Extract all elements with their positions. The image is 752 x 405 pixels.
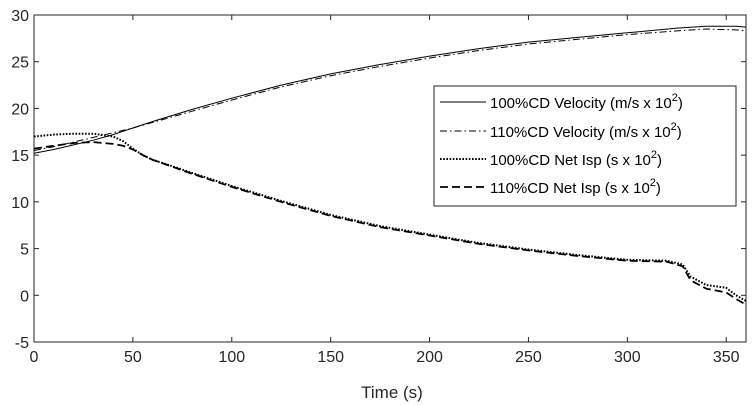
x-tick-label: 50 [124, 349, 142, 366]
series-line-110cd-net-isp [33, 141, 747, 306]
y-tick-label: 30 [11, 8, 29, 25]
legend-entry-label: 110%CD Net Isp (s x 102) [490, 177, 661, 197]
x-tick-label: 150 [317, 349, 344, 366]
x-tick-label: 350 [713, 349, 740, 366]
x-axis: 0 50 100 150 200 250 300 350 [30, 15, 740, 366]
series-line-100cd-velocity [33, 25, 747, 154]
legend-entry-label: 100%CD Velocity (m/s x 102) [490, 92, 683, 112]
legend-entry-label: 110%CD Velocity (m/s x 102) [490, 121, 682, 141]
legend-box [433, 85, 737, 207]
y-tick-label: 20 [11, 101, 29, 118]
x-axis-label: Time (s) [361, 383, 423, 402]
series-layer [33, 25, 747, 306]
x-tick-label: 250 [515, 349, 542, 366]
x-tick-label: 100 [218, 349, 245, 366]
y-tick-label: 5 [20, 242, 29, 259]
x-tick-label: 300 [614, 349, 641, 366]
y-tick-label: -5 [15, 335, 29, 352]
y-axis: -5 0 5 10 15 20 25 30 [11, 8, 746, 352]
y-tick-label: 0 [20, 288, 29, 305]
x-tick-label: 0 [30, 349, 39, 366]
y-tick-label: 15 [11, 148, 29, 165]
y-tick-label: 25 [11, 55, 29, 72]
y-tick-label: 10 [11, 195, 29, 212]
legend-entry-label: 100%CD Net Isp (s x 102) [490, 149, 662, 169]
legend: 100%CD Velocity (m/s x 102) 110%CD Veloci… [433, 85, 737, 207]
series-line-100cd-net-isp [33, 132, 747, 302]
series-line-110cd-velocity [33, 28, 747, 151]
x-tick-label: 200 [416, 349, 443, 366]
